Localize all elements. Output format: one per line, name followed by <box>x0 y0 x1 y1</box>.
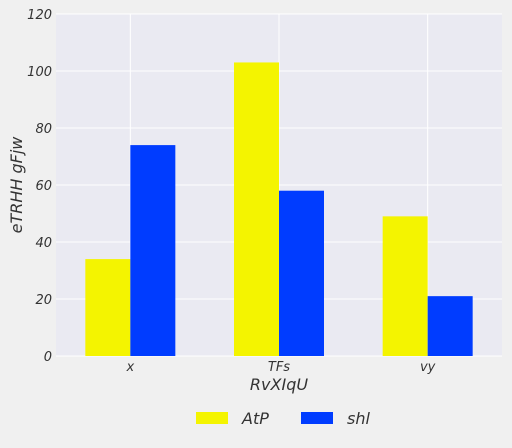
bar-shl-x <box>130 145 176 356</box>
bar-shl-TFs <box>279 190 324 356</box>
y-tick-label: 0 <box>44 350 52 365</box>
y-tick-label: 100 <box>27 65 52 80</box>
legend-label-shl: shl <box>347 409 370 428</box>
y-tick-label: 80 <box>35 122 52 137</box>
bar-AtP-vy <box>382 216 428 356</box>
x-tick-label: vy <box>420 360 436 375</box>
y-tick-label: 40 <box>35 236 52 251</box>
legend-swatch-AtP <box>196 412 228 424</box>
bars <box>85 62 473 356</box>
bar-AtP-x <box>85 259 131 356</box>
x-tick-label: x <box>125 360 134 375</box>
y-tick-label: 20 <box>35 293 52 308</box>
x-axis-title: RvXIqU <box>250 375 308 394</box>
x-tick-label: TFs <box>268 360 290 375</box>
y-tick-label: 120 <box>27 8 52 23</box>
bar-shl-vy <box>427 296 473 356</box>
x-tick-labels: x TFs vy <box>125 360 435 375</box>
bar-AtP-TFs <box>234 62 279 356</box>
legend-label-AtP: AtP <box>241 409 269 428</box>
y-tick-labels: 0 20 40 60 80 100 120 <box>27 8 52 365</box>
legend-swatch-shl <box>301 412 333 424</box>
y-tick-label: 60 <box>35 179 52 194</box>
legend: AtP shl <box>196 409 370 428</box>
y-axis-title: eTRHH gFjw <box>7 136 26 234</box>
